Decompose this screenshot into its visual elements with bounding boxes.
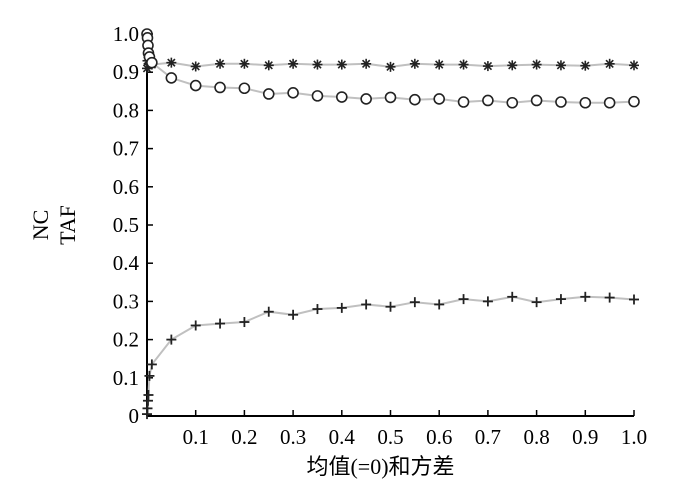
- data-point-plus: [146, 359, 157, 370]
- x-tick-label: 0.5: [377, 425, 403, 449]
- data-point-asterisk: [385, 61, 396, 72]
- data-point-plus: [143, 389, 154, 400]
- data-point-circle: [214, 81, 226, 94]
- y-tick-label: 0.5: [113, 213, 139, 237]
- data-point-circle: [433, 93, 446, 105]
- data-point-asterisk: [312, 59, 323, 70]
- data-point-plus: [458, 294, 469, 305]
- data-point-circle: [189, 79, 202, 92]
- data-point-plus: [604, 292, 615, 303]
- data-point-plus: [190, 320, 201, 331]
- data-point-plus: [507, 291, 518, 302]
- data-point-asterisk: [263, 60, 274, 71]
- data-point-circle: [555, 96, 567, 108]
- data-point-circle: [482, 94, 494, 107]
- y-tick-label: 0: [129, 404, 140, 428]
- data-point-plus: [629, 294, 639, 305]
- x-tick-label: 0.9: [572, 425, 598, 449]
- data-point-circle: [287, 87, 299, 99]
- data-point-asterisk: [555, 60, 566, 71]
- x-tick-label: 0.4: [329, 425, 356, 449]
- data-point-plus: [361, 299, 372, 310]
- series-line: [146, 295, 635, 415]
- data-point-asterisk: [629, 60, 639, 71]
- data-point-circle: [409, 93, 421, 106]
- y-ticks: 0 0.1 0.2 0.3 0.4 0.5 0.6 0.7 0.8 0.9 1.0: [113, 22, 153, 428]
- data-point-circle: [579, 96, 592, 109]
- data-point-circle: [384, 91, 397, 104]
- data-point-asterisk: [239, 58, 250, 69]
- series-circle: [141, 28, 640, 109]
- x-tick-label: 0.2: [231, 425, 257, 449]
- series-plus: [142, 291, 639, 420]
- y-tick-label: 0.6: [113, 175, 139, 199]
- data-point-asterisk: [604, 58, 615, 69]
- data-point-circle: [335, 91, 348, 103]
- data-point-plus: [263, 306, 274, 317]
- data-point-circle: [628, 95, 640, 108]
- data-point-plus: [166, 334, 177, 345]
- x-tick-label: 0.6: [426, 425, 452, 449]
- data-point-plus: [531, 297, 542, 308]
- data-point-circle: [360, 93, 372, 105]
- data-point-plus: [434, 299, 445, 310]
- y-tick-label: 0.7: [113, 137, 139, 161]
- x-tick-label: 0.8: [523, 425, 549, 449]
- data-point-asterisk: [336, 59, 347, 70]
- y-axis-title-taf: TAF: [55, 205, 80, 245]
- y-tick-label: 0.1: [113, 366, 139, 390]
- data-point-plus: [555, 294, 566, 305]
- y-tick-label: 0.4: [113, 251, 140, 275]
- data-point-asterisk: [580, 60, 591, 71]
- data-point-asterisk: [409, 58, 420, 69]
- data-point-plus: [336, 302, 347, 313]
- data-point-plus: [482, 296, 493, 307]
- y-tick-label: 1.0: [113, 22, 139, 46]
- data-point-plus: [215, 318, 226, 329]
- y-axis-title-nc: NC: [28, 210, 53, 241]
- y-tick-label: 0.8: [113, 98, 139, 122]
- data-point-plus: [409, 297, 420, 308]
- data-point-asterisk: [166, 57, 177, 68]
- data-point-plus: [288, 309, 299, 320]
- data-point-plus: [580, 291, 591, 302]
- y-tick-label: 0.3: [113, 289, 139, 313]
- y-tick-label: 0.9: [113, 60, 139, 84]
- data-point-asterisk: [215, 58, 226, 69]
- data-point-circle: [457, 96, 470, 108]
- data-point-asterisk: [190, 61, 201, 72]
- data-point-plus: [144, 370, 155, 381]
- x-tick-label: 1.0: [621, 425, 647, 449]
- data-point-asterisk: [361, 58, 372, 69]
- data-point-circle: [165, 72, 178, 84]
- data-point-plus: [312, 304, 323, 315]
- data-point-asterisk: [458, 59, 469, 70]
- data-point-asterisk: [482, 61, 493, 72]
- data-point-circle: [146, 56, 158, 69]
- data-point-circle: [311, 90, 324, 102]
- data-point-asterisk: [434, 59, 445, 70]
- series-asterisk: [142, 48, 639, 74]
- data-point-circle: [238, 82, 251, 95]
- data-point-asterisk: [507, 60, 518, 71]
- data-point-circle: [603, 96, 616, 109]
- data-point-plus: [385, 301, 396, 312]
- x-tick-label: 0.7: [475, 425, 501, 449]
- data-point-plus: [239, 317, 250, 328]
- data-point-circle: [506, 96, 519, 109]
- y-tick-label: 0.2: [113, 328, 139, 352]
- x-axis-title: 均值(=0)和方差: [306, 454, 454, 479]
- series-group: [141, 28, 640, 420]
- data-point-circle: [530, 94, 543, 107]
- x-ticks: 0.1 0.2 0.3 0.4 0.5 0.6 0.7 0.8 0.9 1.0: [183, 410, 647, 449]
- x-tick-label: 0.3: [280, 425, 306, 449]
- data-point-asterisk: [288, 58, 299, 69]
- data-point-asterisk: [531, 59, 542, 70]
- x-tick-label: 0.1: [183, 425, 209, 449]
- data-point-circle: [262, 88, 275, 100]
